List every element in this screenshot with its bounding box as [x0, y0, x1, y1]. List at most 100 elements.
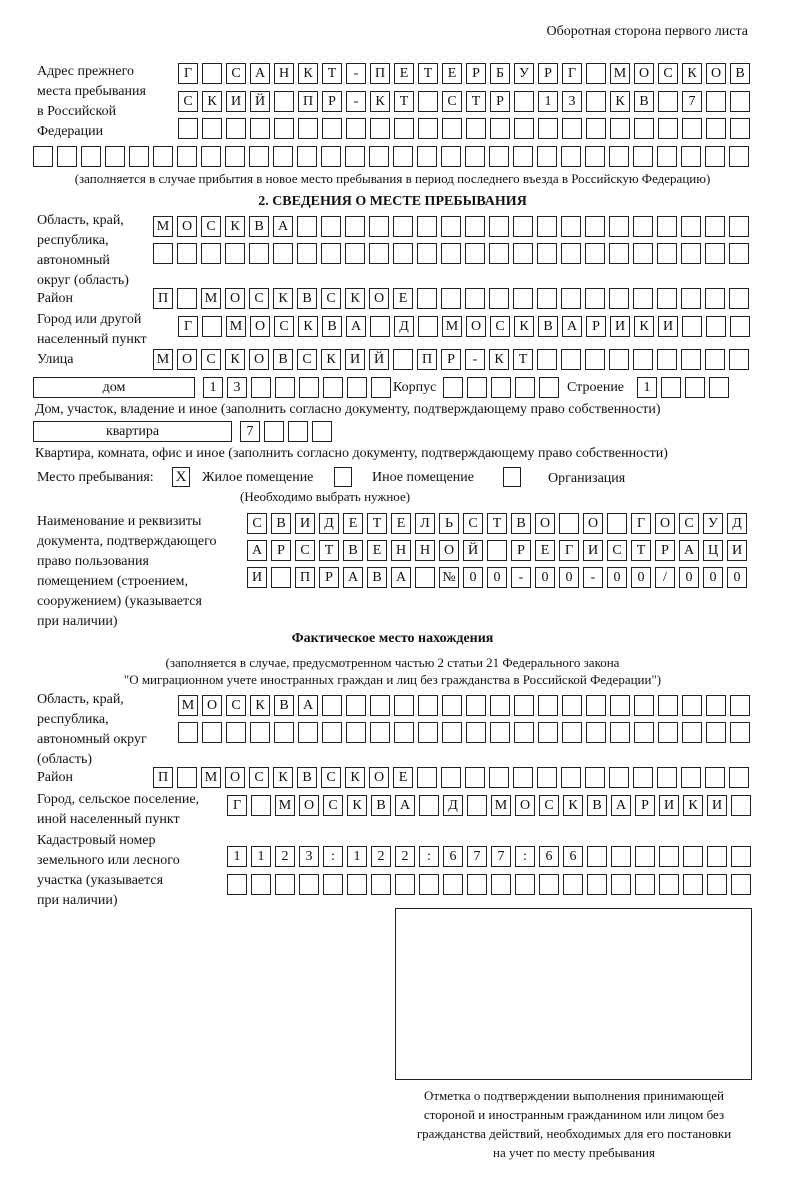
char-cell[interactable]	[370, 695, 390, 716]
char-cell[interactable]	[681, 216, 701, 237]
char-cell[interactable]	[465, 243, 485, 264]
char-cell[interactable]	[561, 146, 581, 167]
char-cell[interactable]	[273, 146, 293, 167]
char-cell[interactable]: О	[250, 316, 270, 337]
char-cell[interactable]: А	[562, 316, 582, 337]
char-cell[interactable]: В	[297, 767, 317, 788]
char-cell[interactable]	[537, 288, 557, 309]
char-cell[interactable]	[489, 767, 509, 788]
char-cell[interactable]: Л	[415, 513, 435, 534]
char-cell[interactable]	[275, 377, 295, 398]
char-cell[interactable]	[585, 146, 605, 167]
char-cell[interactable]	[607, 513, 627, 534]
char-cell[interactable]	[225, 243, 245, 264]
char-cell[interactable]: С	[249, 767, 269, 788]
char-cell[interactable]: 6	[443, 846, 463, 867]
char-cell[interactable]	[585, 288, 605, 309]
char-cell[interactable]: И	[583, 540, 603, 561]
char-cell[interactable]: Р	[466, 63, 486, 84]
char-cell[interactable]: И	[659, 795, 679, 816]
char-cell[interactable]: Р	[655, 540, 675, 561]
char-cell[interactable]	[345, 243, 365, 264]
char-cell[interactable]	[394, 722, 414, 743]
char-cell[interactable]	[298, 722, 318, 743]
char-cell[interactable]	[393, 146, 413, 167]
char-cell[interactable]	[418, 316, 438, 337]
char-cell[interactable]	[298, 118, 318, 139]
char-cell[interactable]: К	[345, 767, 365, 788]
char-cell[interactable]	[705, 288, 725, 309]
char-cell[interactable]: 0	[487, 567, 507, 588]
char-cell[interactable]	[466, 118, 486, 139]
char-cell[interactable]	[705, 767, 725, 788]
char-cell[interactable]	[611, 874, 631, 895]
char-cell[interactable]: С	[607, 540, 627, 561]
char-cell[interactable]: У	[514, 63, 534, 84]
char-cell[interactable]	[297, 243, 317, 264]
char-cell[interactable]	[394, 118, 414, 139]
char-cell[interactable]	[153, 243, 173, 264]
char-cell[interactable]	[370, 722, 390, 743]
char-cell[interactable]: О	[177, 216, 197, 237]
char-cell[interactable]: К	[489, 349, 509, 370]
char-cell[interactable]: О	[583, 513, 603, 534]
char-cell[interactable]: М	[201, 288, 221, 309]
char-cell[interactable]	[706, 118, 726, 139]
char-cell[interactable]	[563, 874, 583, 895]
char-cell[interactable]: 0	[727, 567, 747, 588]
char-cell[interactable]	[323, 377, 343, 398]
char-cell[interactable]: А	[273, 216, 293, 237]
char-cell[interactable]	[177, 288, 197, 309]
char-cell[interactable]	[322, 722, 342, 743]
char-cell[interactable]	[658, 722, 678, 743]
char-cell[interactable]	[227, 874, 247, 895]
char-cell[interactable]: И	[247, 567, 267, 588]
char-cell[interactable]: Е	[442, 63, 462, 84]
char-cell[interactable]	[177, 243, 197, 264]
char-cell[interactable]	[561, 243, 581, 264]
char-cell[interactable]	[202, 118, 222, 139]
char-cell[interactable]: О	[466, 316, 486, 337]
char-cell[interactable]	[539, 874, 559, 895]
char-cell[interactable]: О	[299, 795, 319, 816]
char-cell[interactable]	[490, 722, 510, 743]
char-cell[interactable]: 0	[607, 567, 627, 588]
char-cell[interactable]	[658, 695, 678, 716]
char-cell[interactable]: 1	[251, 846, 271, 867]
char-cell[interactable]	[633, 288, 653, 309]
char-cell[interactable]: О	[634, 63, 654, 84]
char-cell[interactable]: С	[178, 91, 198, 112]
char-cell[interactable]	[514, 722, 534, 743]
char-cell[interactable]	[707, 846, 727, 867]
char-cell[interactable]	[250, 118, 270, 139]
char-cell[interactable]: 3	[299, 846, 319, 867]
char-cell[interactable]: Р	[271, 540, 291, 561]
char-cell[interactable]: И	[658, 316, 678, 337]
char-cell[interactable]: К	[298, 63, 318, 84]
char-cell[interactable]	[586, 695, 606, 716]
char-cell[interactable]: Д	[727, 513, 747, 534]
char-cell[interactable]	[683, 846, 703, 867]
char-cell[interactable]: 1	[347, 846, 367, 867]
char-cell[interactable]	[681, 349, 701, 370]
char-cell[interactable]	[393, 349, 413, 370]
char-cell[interactable]: О	[515, 795, 535, 816]
char-cell[interactable]	[682, 695, 702, 716]
char-cell[interactable]: 7	[682, 91, 702, 112]
flat-type-field[interactable]: квартира	[33, 421, 232, 442]
char-cell[interactable]	[585, 349, 605, 370]
char-cell[interactable]: М	[226, 316, 246, 337]
char-cell[interactable]	[729, 288, 749, 309]
char-cell[interactable]: В	[367, 567, 387, 588]
place-residential-checkbox[interactable]: Х	[172, 467, 190, 487]
char-cell[interactable]	[609, 216, 629, 237]
char-cell[interactable]	[731, 874, 751, 895]
char-cell[interactable]	[415, 567, 435, 588]
char-cell[interactable]: Т	[631, 540, 651, 561]
char-cell[interactable]	[659, 846, 679, 867]
char-cell[interactable]: М	[491, 795, 511, 816]
char-cell[interactable]: Н	[274, 63, 294, 84]
char-cell[interactable]: Т	[418, 63, 438, 84]
char-cell[interactable]	[369, 243, 389, 264]
char-cell[interactable]	[634, 118, 654, 139]
